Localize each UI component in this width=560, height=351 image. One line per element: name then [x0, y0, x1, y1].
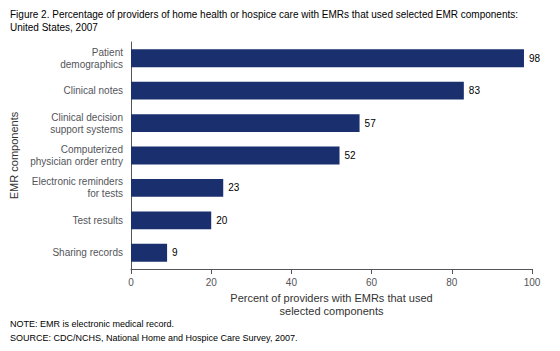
svg-text:United States, 2007: United States, 2007: [10, 22, 98, 33]
svg-text:20: 20: [216, 215, 228, 226]
svg-text:57: 57: [365, 118, 377, 129]
svg-text:100: 100: [524, 277, 541, 288]
svg-text:NOTE: EMR is electronic medica: NOTE: EMR is electronic medical record.: [10, 319, 174, 329]
svg-text:physician order entry: physician order entry: [30, 156, 123, 167]
svg-text:for tests: for tests: [87, 188, 123, 199]
svg-text:83: 83: [469, 85, 481, 96]
svg-text:SOURCE: CDC/NCHS, National Hom: SOURCE: CDC/NCHS, National Home and Hosp…: [10, 333, 297, 343]
svg-text:support systems: support systems: [50, 124, 123, 135]
svg-text:Sharing records: Sharing records: [52, 247, 123, 258]
svg-text:EMR components: EMR components: [8, 111, 20, 199]
svg-text:23: 23: [228, 182, 240, 193]
svg-text:Electronic reminders: Electronic reminders: [32, 176, 123, 187]
svg-text:Percent of providers with EMRs: Percent of providers with EMRs that used: [230, 292, 432, 304]
svg-text:9: 9: [172, 247, 178, 258]
svg-text:0: 0: [128, 277, 134, 288]
svg-text:Computerized: Computerized: [61, 144, 123, 155]
svg-text:Clinical decision: Clinical decision: [51, 112, 123, 123]
svg-text:98: 98: [529, 53, 541, 64]
svg-text:Figure 2. Percentage of provid: Figure 2. Percentage of providers of hom…: [10, 9, 518, 20]
svg-text:52: 52: [345, 150, 357, 161]
svg-text:40: 40: [286, 277, 298, 288]
svg-text:80: 80: [446, 277, 458, 288]
svg-text:Clinical notes: Clinical notes: [64, 85, 123, 96]
svg-text:selected components: selected components: [280, 305, 384, 317]
svg-text:Test results: Test results: [72, 215, 123, 226]
svg-text:60: 60: [366, 277, 378, 288]
svg-text:20: 20: [206, 277, 218, 288]
svg-text:Patient: Patient: [92, 47, 123, 58]
svg-text:demographics: demographics: [60, 59, 123, 70]
